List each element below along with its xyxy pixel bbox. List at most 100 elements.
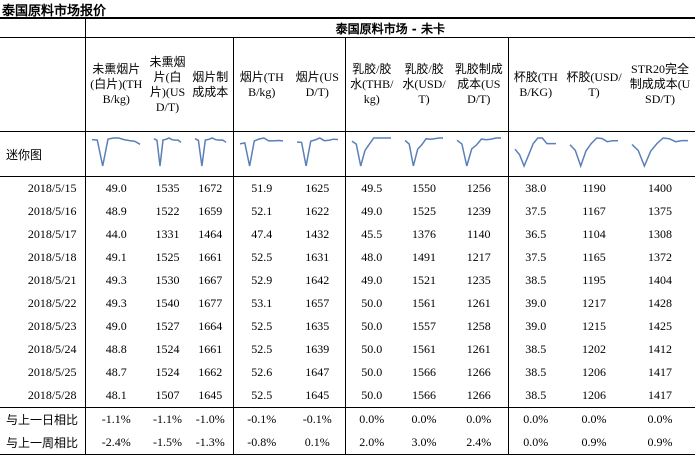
row-label: 与上一日相比 — [0, 407, 85, 431]
comparison-row: 与上一日相比 -1.1% -1.1% -1.0% -0.1% -0.1% 0.0% 0.0% 0… — [0, 407, 695, 431]
value-cell: 48.9 — [84, 200, 147, 223]
change-cell: -0.8% — [232, 431, 290, 455]
value-cell: 1404 — [648, 273, 673, 287]
value-cell: 1217 — [466, 250, 491, 264]
column-header: 乳胶制成成本(USD/T) — [450, 37, 508, 132]
value-cell: 1625 — [305, 181, 330, 195]
group-header: 泰国原料市场 - 未卡 — [84, 17, 695, 38]
sparkline-cell — [147, 131, 188, 177]
change-cell: 0.0% — [563, 407, 625, 431]
column-header: 杯胶(THB/KG) — [507, 37, 563, 132]
value-cell: 36.5 — [507, 223, 563, 246]
value-cell: 37.5 — [507, 200, 563, 223]
value-cell: 49.3 — [84, 269, 147, 292]
value-cell: 1376 — [412, 227, 436, 241]
change-cell: -0.1% — [232, 407, 290, 431]
sparkline-line — [631, 137, 689, 168]
sparkline — [631, 137, 689, 168]
value-cell: 1557 — [412, 319, 436, 333]
value-cell: 1104 — [582, 227, 606, 241]
value-cell: 1525 — [412, 204, 436, 218]
value-cell: 1417 — [648, 388, 673, 402]
column-header: STR20完全制成成本(USD/T) — [625, 37, 695, 132]
value-cell: 1235 — [466, 273, 491, 287]
row-label: 迷你图 — [0, 131, 85, 177]
change-cell: -1.5% — [147, 431, 188, 455]
value-cell: 1561 — [412, 296, 436, 310]
value-cell: 1195 — [582, 273, 606, 287]
value-cell: 1561 — [412, 342, 436, 356]
sparkline-line — [569, 137, 618, 169]
value-cell: 49.5 — [344, 176, 398, 200]
sparkline-cell — [507, 131, 563, 177]
value-cell: 1491 — [412, 250, 436, 264]
price-table: 泰国原料市场 - 未卡 未熏烟片(白片)(THB/kg) 未熏烟片(白片)(USD/… — [0, 17, 695, 455]
value-cell: 49.0 — [344, 200, 398, 223]
date-cell: 2018/5/28 — [27, 388, 77, 402]
value-cell: 1202 — [582, 342, 606, 356]
value-cell: 1521 — [412, 273, 436, 287]
value-cell: 1417 — [648, 365, 673, 379]
column-header: 未熏烟片(白片)(USD/T) — [147, 37, 188, 132]
value-cell: 1261 — [466, 296, 491, 310]
data-row: 2018/5/22 49.3 1540 1677 53.1 1657 50.0 1561 126… — [0, 292, 695, 315]
value-cell: 52.5 — [232, 246, 290, 269]
sparkline — [296, 137, 338, 167]
value-cell: 50.0 — [344, 315, 398, 338]
column-header: 杯胶(USD/T) — [563, 37, 625, 132]
value-cell: 1266 — [466, 365, 491, 379]
value-cell: 1372 — [648, 250, 673, 264]
value-cell: 52.5 — [232, 315, 290, 338]
value-cell: 1566 — [412, 388, 436, 402]
change-cell: 2.4% — [450, 431, 508, 455]
date-cell: 2018/5/15 — [27, 181, 77, 195]
value-cell: 1165 — [582, 250, 606, 264]
value-cell: 50.0 — [344, 361, 398, 384]
column-header: 烟片(THB/kg) — [232, 37, 290, 132]
change-cell: 0.0% — [625, 407, 695, 431]
sparkline — [514, 137, 557, 168]
data-row: 2018/5/28 48.1 1507 1645 52.5 1645 50.0 1566 126… — [0, 384, 695, 408]
value-cell: 1425 — [648, 319, 673, 333]
change-cell: 0.9% — [625, 431, 695, 455]
sparkline — [194, 137, 227, 167]
title: 泰国原料市场报价 — [2, 4, 107, 19]
value-cell: 1657 — [305, 296, 330, 310]
data-row: 2018/5/18 49.1 1525 1661 52.5 1631 48.0 1491 121… — [0, 246, 695, 269]
value-cell: 1167 — [582, 204, 606, 218]
sparkline-line — [456, 137, 501, 167]
corner-cell — [0, 17, 85, 38]
value-cell: 1527 — [155, 319, 180, 333]
value-cell: 1266 — [466, 388, 491, 402]
data-row: 2018/5/16 48.9 1522 1659 52.1 1622 49.0 1525 123… — [0, 200, 695, 223]
value-cell: 45.5 — [344, 223, 398, 246]
change-cell: 0.0% — [344, 407, 398, 431]
value-cell: 37.5 — [507, 246, 563, 269]
sparkline-line — [404, 137, 443, 167]
value-cell: 1308 — [648, 227, 673, 241]
value-cell: 38.5 — [507, 361, 563, 384]
change-cell: 0.0% — [398, 407, 450, 431]
change-cell: -1.1% — [147, 407, 188, 431]
column-header: 烟片(USD/T) — [290, 37, 345, 132]
value-cell: 38.0 — [507, 176, 563, 200]
column-header: 乳胶/胶水(USD/T) — [398, 37, 450, 132]
value-cell: 1239 — [466, 204, 491, 218]
value-cell: 38.5 — [507, 384, 563, 408]
value-cell: 48.1 — [84, 384, 147, 408]
data-row: 2018/5/23 49.0 1527 1664 52.5 1635 50.0 1557 125… — [0, 315, 695, 338]
sparkline-line — [514, 137, 557, 168]
value-cell: 51.9 — [232, 176, 290, 200]
value-cell: 52.5 — [232, 384, 290, 408]
value-cell: 1550 — [412, 181, 436, 195]
value-cell: 1412 — [648, 342, 673, 356]
sparkline-cell — [290, 131, 345, 177]
value-cell: 1400 — [648, 181, 673, 195]
value-cell: 49.0 — [84, 315, 147, 338]
value-cell: 1215 — [582, 319, 606, 333]
value-cell: 1645 — [305, 388, 330, 402]
value-cell: 1206 — [582, 365, 606, 379]
value-cell: 1217 — [582, 296, 606, 310]
change-cell: -2.4% — [84, 431, 147, 455]
